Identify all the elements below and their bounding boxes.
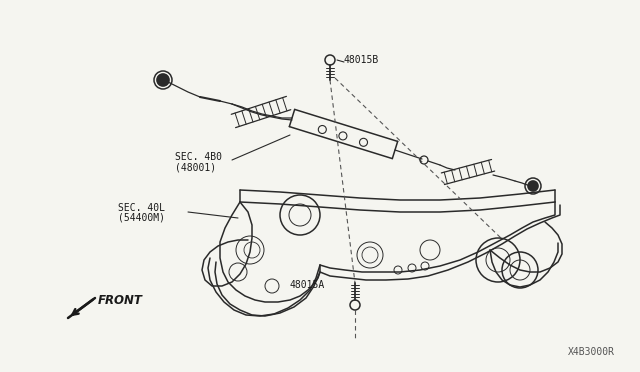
Circle shape xyxy=(528,181,538,191)
Circle shape xyxy=(157,74,169,86)
Text: 48015A: 48015A xyxy=(290,280,325,290)
Text: (54400M): (54400M) xyxy=(118,213,165,223)
Text: SEC. 40L: SEC. 40L xyxy=(118,203,165,213)
Text: FRONT: FRONT xyxy=(98,294,143,307)
Text: X4B3000R: X4B3000R xyxy=(568,347,615,357)
Text: 48015B: 48015B xyxy=(344,55,380,65)
Text: SEC. 4B0: SEC. 4B0 xyxy=(175,152,222,162)
Text: (48001): (48001) xyxy=(175,162,216,172)
